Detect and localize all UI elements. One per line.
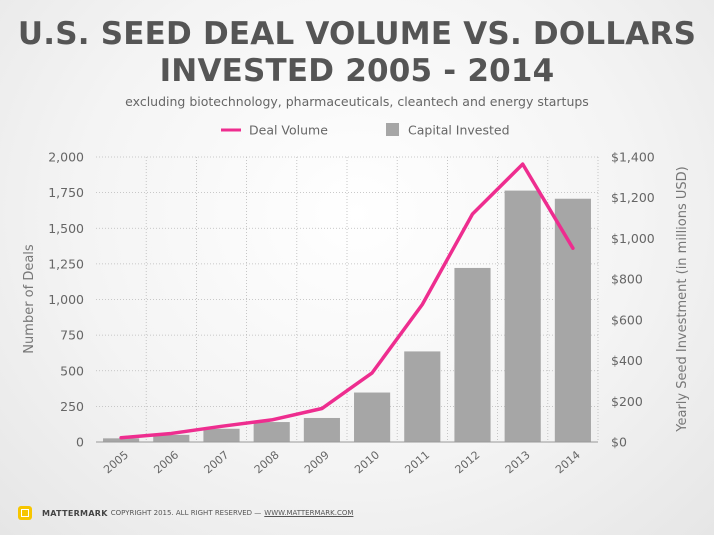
y-right-tick-label: $200 bbox=[611, 394, 643, 409]
title-line-1: U.S. SEED DEAL VOLUME VS. DOLLARS bbox=[17, 16, 697, 52]
chart-title: U.S. SEED DEAL VOLUME VS. DOLLARS INVEST… bbox=[0, 16, 714, 90]
y-left-tick-label: 2,000 bbox=[48, 150, 84, 165]
line-deal-volume bbox=[119, 162, 575, 440]
y-left-tick-label: 750 bbox=[60, 328, 84, 343]
y-left-tick-label: 250 bbox=[60, 399, 84, 414]
mattermark-logo-icon bbox=[18, 506, 32, 520]
x-tick-label: 2009 bbox=[302, 448, 332, 476]
bar-capital-invested bbox=[103, 438, 140, 442]
legend-deal-volume-label: Deal Volume bbox=[249, 123, 328, 138]
y-left-tick-label: 1,500 bbox=[48, 221, 84, 236]
bar-capital-invested bbox=[404, 351, 441, 442]
bars-capital-invested bbox=[103, 190, 591, 442]
footer-brand: MATTERMARK bbox=[42, 508, 108, 518]
bar-capital-invested bbox=[454, 267, 491, 442]
bar-capital-invested bbox=[303, 417, 340, 442]
footer-copyright: COPYRIGHT 2015. ALL RIGHT RESERVED — bbox=[110, 509, 262, 517]
y-right-tick-label: $600 bbox=[611, 312, 643, 327]
legend: Deal Volume Capital Invested bbox=[221, 123, 510, 138]
x-tick-label: 2013 bbox=[503, 448, 533, 476]
title-line-2: INVESTED 2005 - 2014 bbox=[159, 53, 555, 89]
bar-capital-invested bbox=[203, 428, 240, 442]
chart-subtitle: excluding biotechnology, pharmaceuticals… bbox=[125, 94, 589, 109]
x-tick-label: 2010 bbox=[352, 448, 382, 476]
footer: MATTERMARK COPYRIGHT 2015. ALL RIGHT RES… bbox=[18, 503, 353, 523]
gridlines bbox=[96, 156, 599, 442]
y-right-tick-label: $1,200 bbox=[611, 190, 655, 205]
legend-bar-swatch bbox=[386, 123, 399, 136]
line-deal-volume-layer bbox=[119, 162, 575, 440]
y-right-tick-label: $0 bbox=[611, 435, 627, 450]
y-left-tick-label: 500 bbox=[60, 363, 84, 378]
y-left-tick-label: 0 bbox=[76, 435, 84, 450]
combo-chart: 0 250 500 750 1,000 1,250 1,500 1,750 2,000 $0 $20… bbox=[22, 123, 690, 477]
bar-capital-invested bbox=[504, 190, 541, 442]
axes: 0 250 500 750 1,000 1,250 1,500 1,750 2,000 $0 $20… bbox=[48, 150, 655, 477]
y-right-tick-label: $800 bbox=[611, 272, 643, 287]
y-right-tick-label: $400 bbox=[611, 353, 643, 368]
y-axis-left-label: Number of Deals bbox=[22, 244, 37, 354]
y-right-tick-label: $1,000 bbox=[611, 231, 655, 246]
x-tick-label: 2008 bbox=[252, 448, 282, 476]
y-left-tick-label: 1,750 bbox=[48, 185, 84, 200]
x-tick-label: 2007 bbox=[202, 448, 232, 476]
bar-capital-invested bbox=[554, 198, 591, 442]
x-tick-label: 2011 bbox=[402, 448, 432, 476]
x-tick-label: 2012 bbox=[453, 448, 483, 476]
x-tick-label: 2014 bbox=[553, 448, 583, 476]
bar-capital-invested bbox=[253, 422, 290, 442]
bar-capital-invested bbox=[354, 392, 391, 442]
x-tick-label: 2005 bbox=[101, 448, 131, 476]
y-axis-right-label: Yearly Seed Investment (in millions USD) bbox=[675, 166, 690, 432]
y-left-tick-label: 1,000 bbox=[48, 292, 84, 307]
footer-url-link[interactable]: WWW.MATTERMARK.COM bbox=[264, 509, 354, 517]
y-right-tick-label: $1,400 bbox=[611, 150, 655, 165]
bar-capital-invested bbox=[153, 434, 190, 442]
legend-capital-invested-label: Capital Invested bbox=[408, 123, 510, 138]
y-left-tick-label: 1,250 bbox=[48, 256, 84, 271]
x-tick-label: 2006 bbox=[151, 448, 181, 476]
